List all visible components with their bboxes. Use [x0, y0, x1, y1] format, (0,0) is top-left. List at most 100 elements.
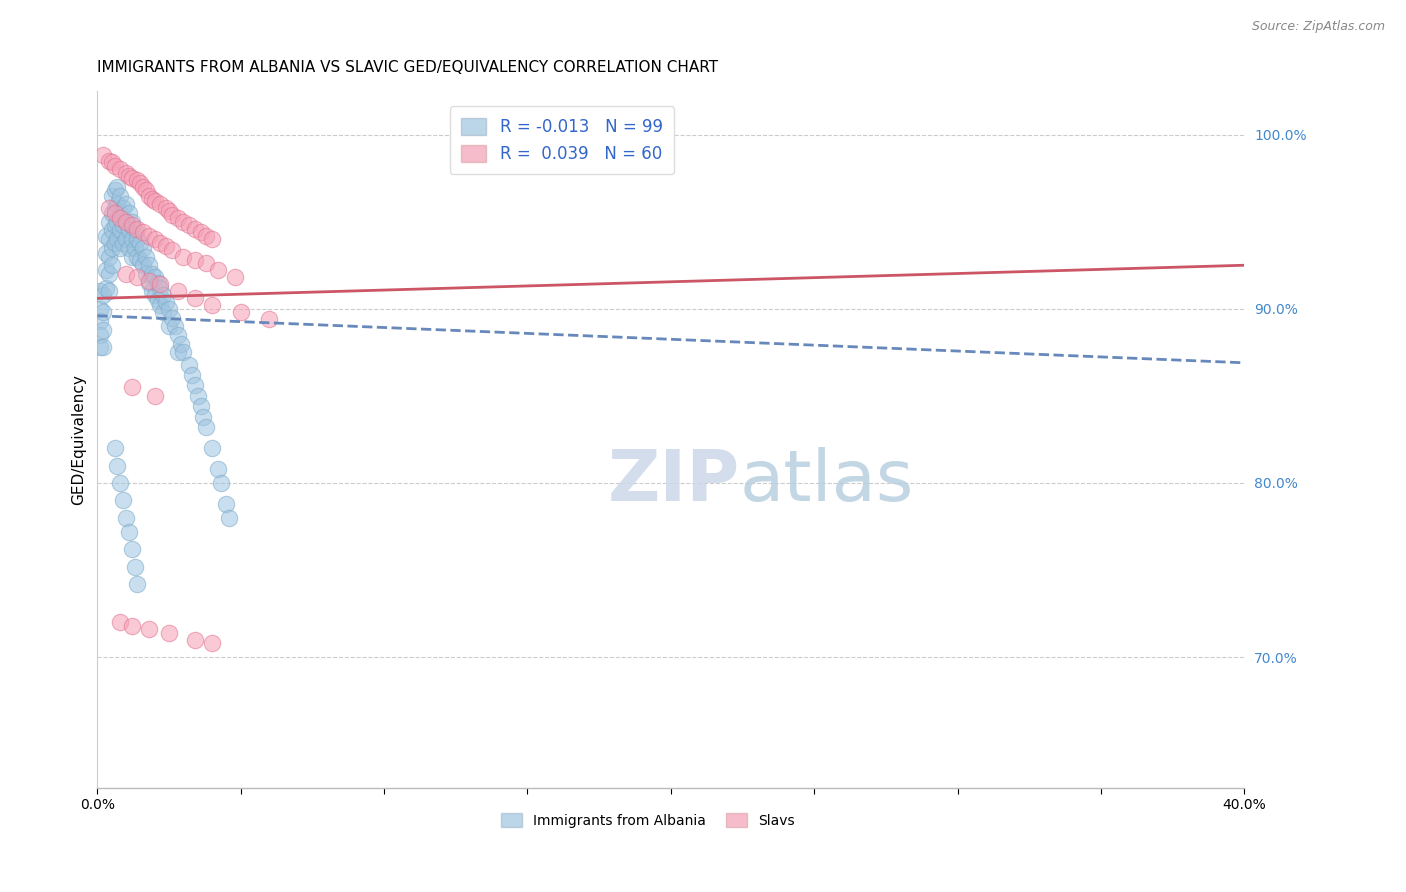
Point	[127, 173, 149, 187]
Point	[187, 389, 209, 403]
Point	[177, 218, 200, 232]
Point	[218, 511, 240, 525]
Text: atlas: atlas	[740, 447, 914, 516]
Point	[89, 314, 111, 328]
Point	[138, 623, 160, 637]
Point	[229, 305, 252, 319]
Point	[97, 250, 120, 264]
Point	[135, 250, 157, 264]
Point	[103, 206, 125, 220]
Point	[110, 162, 132, 177]
Point	[143, 288, 166, 302]
Point	[132, 258, 155, 272]
Point	[110, 223, 132, 237]
Point	[143, 232, 166, 246]
Legend: Immigrants from Albania, Slavs: Immigrants from Albania, Slavs	[495, 807, 800, 833]
Point	[149, 197, 172, 211]
Point	[89, 340, 111, 354]
Point	[169, 336, 191, 351]
Point	[146, 293, 169, 307]
Point	[89, 285, 111, 299]
Point	[155, 201, 177, 215]
Point	[160, 208, 183, 222]
Point	[259, 312, 281, 326]
Point	[110, 211, 132, 226]
Point	[177, 358, 200, 372]
Point	[160, 243, 183, 257]
Point	[143, 389, 166, 403]
Point	[110, 475, 132, 490]
Point	[121, 380, 143, 394]
Text: Source: ZipAtlas.com: Source: ZipAtlas.com	[1251, 20, 1385, 33]
Point	[172, 250, 194, 264]
Point	[103, 201, 125, 215]
Point	[94, 281, 117, 295]
Point	[97, 153, 120, 168]
Point	[149, 235, 172, 250]
Point	[141, 285, 163, 299]
Point	[184, 291, 207, 305]
Point	[124, 241, 146, 255]
Point	[135, 183, 157, 197]
Point	[121, 218, 143, 232]
Text: IMMIGRANTS FROM ALBANIA VS SLAVIC GED/EQUIVALENCY CORRELATION CHART: IMMIGRANTS FROM ALBANIA VS SLAVIC GED/EQ…	[97, 60, 718, 75]
Point	[166, 211, 188, 226]
Point	[157, 204, 180, 219]
Point	[100, 155, 122, 169]
Point	[224, 270, 246, 285]
Point	[166, 345, 188, 359]
Point	[201, 232, 224, 246]
Point	[132, 225, 155, 239]
Point	[115, 197, 138, 211]
Point	[91, 305, 114, 319]
Point	[124, 223, 146, 237]
Point	[121, 619, 143, 633]
Point	[100, 241, 122, 255]
Point	[107, 458, 129, 473]
Point	[195, 256, 218, 270]
Point	[89, 327, 111, 342]
Point	[112, 493, 135, 508]
Point	[100, 188, 122, 202]
Point	[103, 183, 125, 197]
Point	[143, 194, 166, 208]
Point	[94, 246, 117, 260]
Point	[181, 368, 204, 382]
Point	[195, 228, 218, 243]
Point	[121, 215, 143, 229]
Point	[132, 241, 155, 255]
Point	[195, 420, 218, 434]
Point	[166, 285, 188, 299]
Point	[110, 241, 132, 255]
Point	[107, 197, 129, 211]
Point	[138, 258, 160, 272]
Y-axis label: GED/Equivalency: GED/Equivalency	[72, 374, 86, 505]
Point	[149, 298, 172, 312]
Point	[152, 288, 174, 302]
Point	[97, 215, 120, 229]
Point	[103, 218, 125, 232]
Point	[118, 206, 141, 220]
Point	[115, 511, 138, 525]
Point	[146, 276, 169, 290]
Point	[129, 177, 152, 191]
Point	[209, 475, 232, 490]
Point	[160, 310, 183, 325]
Point	[115, 267, 138, 281]
Point	[107, 179, 129, 194]
Point	[129, 252, 152, 267]
Point	[91, 148, 114, 162]
Point	[103, 159, 125, 173]
Point	[172, 215, 194, 229]
Point	[135, 267, 157, 281]
Point	[100, 206, 122, 220]
Point	[91, 340, 114, 354]
Point	[207, 263, 229, 277]
Point	[127, 250, 149, 264]
Point	[141, 267, 163, 281]
Point	[107, 232, 129, 246]
Point	[97, 267, 120, 281]
Point	[110, 188, 132, 202]
Point	[184, 378, 207, 392]
Point	[103, 235, 125, 250]
